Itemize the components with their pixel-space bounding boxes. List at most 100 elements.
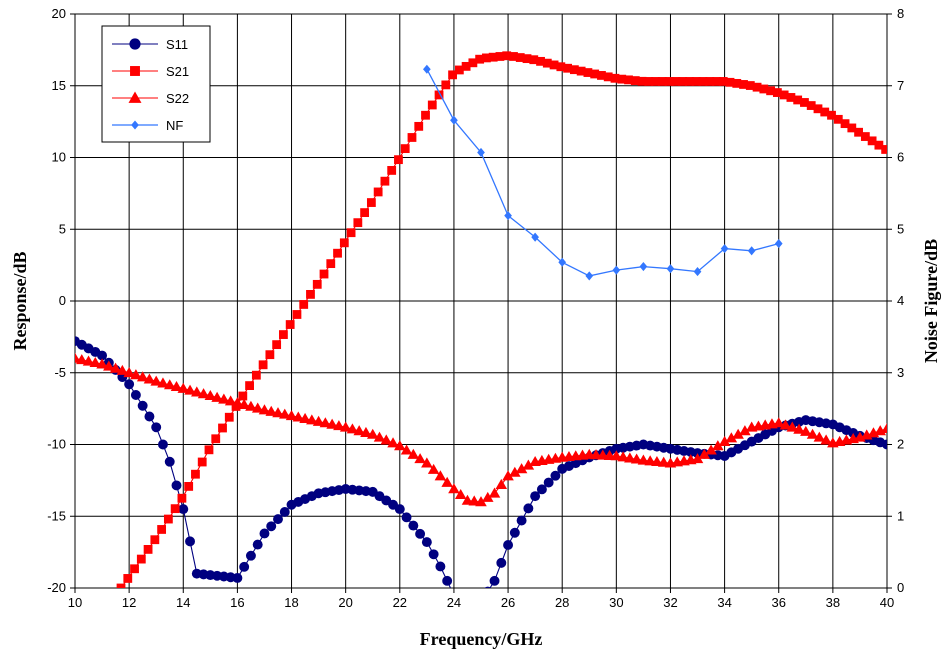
series-s11-point <box>279 506 290 517</box>
series-s21-point <box>299 300 309 309</box>
x-tick-label: 26 <box>501 595 515 610</box>
series-s21-point <box>881 145 887 154</box>
series-s21-point <box>867 136 877 146</box>
series-nf-point <box>477 147 485 158</box>
y2-tick-label: 8 <box>897 6 904 21</box>
y-axis-title: Response/dB <box>10 251 30 350</box>
series-s11-point <box>130 390 141 400</box>
series-s22-point <box>522 459 535 470</box>
series-s21-point <box>840 119 850 129</box>
series-s21-point <box>353 218 363 228</box>
series-s22-point <box>265 405 277 416</box>
series-s22-point <box>624 452 636 463</box>
series-s21-point <box>515 53 525 62</box>
series-s21-point <box>732 78 742 88</box>
series-s21-point <box>360 208 370 218</box>
series-s21-point <box>197 457 207 467</box>
series-s22-point <box>346 423 359 434</box>
series-s11-point <box>252 539 263 550</box>
series-s21-point <box>630 76 640 85</box>
series-s22-point <box>360 426 372 437</box>
series-s21-point <box>657 77 667 86</box>
y2-tick-label: 2 <box>897 437 904 452</box>
series-s21-point <box>522 54 532 64</box>
x-tick-label: 36 <box>771 595 785 610</box>
series-s21-point <box>285 320 295 329</box>
series-s22-point <box>414 453 426 464</box>
series-nf <box>423 64 783 281</box>
series-s21-point <box>448 70 457 80</box>
series-s22-point <box>231 397 244 408</box>
series-s22-point <box>103 360 115 371</box>
series-s11-point <box>164 456 175 467</box>
series-s22-point <box>779 419 792 430</box>
series-s21-point <box>143 544 153 554</box>
series-s21-point <box>583 68 593 77</box>
series-s21-point <box>495 52 505 61</box>
series-s22-point <box>157 377 169 388</box>
series-s11-point <box>266 521 277 532</box>
series-s21-point <box>603 72 613 82</box>
series-s21-point <box>813 104 823 114</box>
series-s21-point <box>806 101 816 110</box>
series-s21-point <box>339 238 349 248</box>
series-s21-point <box>475 54 485 64</box>
series-s11-point <box>232 572 243 583</box>
y-tick-label: -20 <box>47 580 66 595</box>
series-s21-point <box>224 412 234 422</box>
x-tick-label: 34 <box>717 595 731 610</box>
series-s11-point <box>882 439 887 450</box>
series-s21-point <box>509 52 518 61</box>
series-s21-point <box>536 56 545 66</box>
series-s21-point <box>549 60 559 70</box>
series-s21-point <box>279 330 288 339</box>
series-s22-point <box>630 453 643 464</box>
y2-tick-label: 6 <box>897 150 904 165</box>
series-s22-point <box>772 417 785 428</box>
series-s21-point <box>671 77 681 86</box>
series-s21-point <box>678 77 688 86</box>
series-s11-point <box>516 515 527 526</box>
series-s21-point <box>617 74 627 84</box>
series-s21-point <box>488 52 498 62</box>
series-s22-point <box>238 398 250 409</box>
series-s22-point <box>96 358 108 369</box>
series-s22-point <box>806 428 819 439</box>
series-s21-point <box>874 140 884 150</box>
series-s21-point <box>373 187 383 197</box>
series-s22-point <box>881 422 887 434</box>
series-s22-point <box>813 431 826 442</box>
series-s22-point <box>123 366 135 378</box>
y2-axis-title: Noise Figure/dB <box>921 239 941 363</box>
series-nf-point <box>504 211 512 221</box>
series-s22-point <box>705 444 717 455</box>
legend-item-s21: S21 <box>112 64 189 79</box>
x-tick-label: 14 <box>176 595 190 610</box>
legend: S11 S21 S22 NF <box>101 25 211 143</box>
series-s22-point <box>820 434 832 445</box>
legend-label-nf: NF <box>166 118 183 133</box>
series-s22-point <box>150 375 162 386</box>
series-s11-point <box>185 536 195 547</box>
x-tick-label: 10 <box>68 595 82 610</box>
series-s21-point <box>218 423 227 433</box>
series-s22-point <box>387 437 399 448</box>
series-s11-point <box>259 528 270 539</box>
series-s21-point <box>597 71 606 80</box>
series-s21-point <box>847 123 857 133</box>
legend-item-nf: NF <box>112 118 183 133</box>
series-s22-point <box>718 435 731 446</box>
series-s22-point <box>89 356 102 368</box>
series-s21-point <box>333 248 342 258</box>
series-s21-point <box>833 114 843 124</box>
x-tick-label: 28 <box>555 595 569 610</box>
series-s11-point <box>144 411 155 422</box>
series-s11-point <box>171 480 182 491</box>
y2-tick-label: 7 <box>897 78 904 93</box>
series-s21-point <box>191 469 200 479</box>
series-s22-point <box>272 407 284 418</box>
series-s22-point <box>170 380 183 392</box>
series-s11-point <box>496 557 507 568</box>
series-s22-point <box>299 412 311 423</box>
y2-axis-ticks: 8 7 6 5 4 3 2 1 0 <box>887 6 904 595</box>
